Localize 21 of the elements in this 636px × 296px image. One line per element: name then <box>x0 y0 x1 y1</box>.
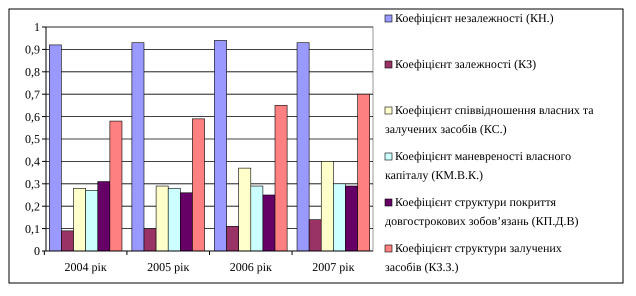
y-tick-label: 0 <box>34 244 40 258</box>
y-tick-label: 0,5 <box>25 132 40 146</box>
x-tick-label: 2007 рік <box>312 260 355 274</box>
y-tick-label: 0,3 <box>25 177 40 191</box>
legend-label: Коефіцієнт незалежності (КН.) <box>395 11 554 25</box>
y-tick-label: 0,6 <box>25 110 40 124</box>
legend-label: Коефіцієнт співвідношення власних та залучених засобів (КС.) <box>385 103 594 136</box>
y-tick-label: 0,1 <box>25 222 40 236</box>
legend-label: Коефіцієнт маневреності власного капіталу (КМ.В.К.) <box>385 149 572 182</box>
y-tick-label: 0,4 <box>25 154 40 169</box>
y-tick-label: 0,7 <box>25 87 40 102</box>
x-tick-label: 2006 рік <box>230 260 272 274</box>
y-tick-label: 0,9 <box>25 42 40 57</box>
x-tick-label: 2005 рік <box>147 260 190 274</box>
legend-label: Коефіцієнт структури покриття довгострокових зобов’язань (КП.Д.В) <box>385 195 578 228</box>
x-tick-label: 2004 рік <box>64 260 107 274</box>
y-tick-label: 0,2 <box>25 199 40 214</box>
y-tick-label: 0,8 <box>25 65 40 79</box>
y-tick-label: 1 <box>34 20 40 34</box>
legend-label: Коефіцієнт структури залучених засобів (КЗ.З.) <box>385 241 562 274</box>
legend-label: Коефіцієнт залежності (КЗ) <box>395 57 536 71</box>
